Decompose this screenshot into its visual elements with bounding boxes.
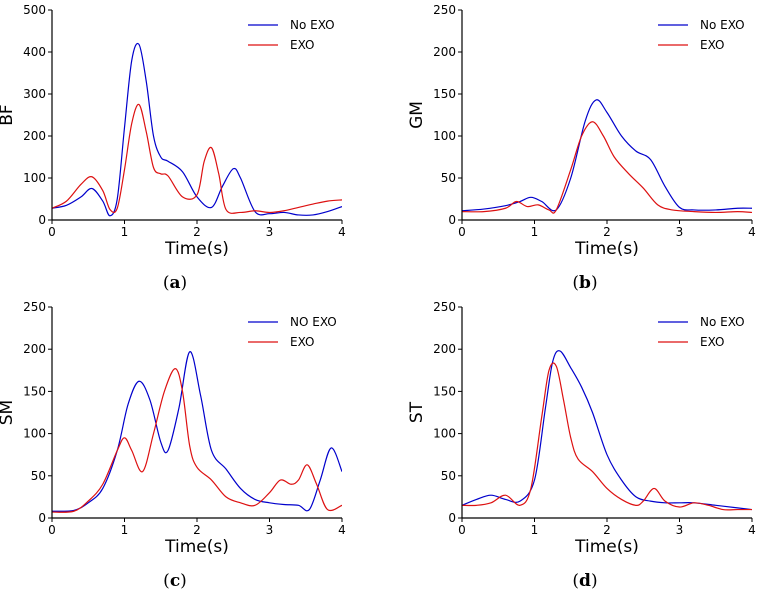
y-axis-label: BF	[0, 104, 17, 125]
panel-label: (b)	[572, 273, 597, 293]
x-axis-label: Time(s)	[574, 239, 639, 259]
x-tick-label: 2	[603, 523, 611, 537]
series-line-exo	[462, 121, 752, 214]
x-tick-label: 1	[121, 225, 129, 239]
legend-label-no-exo: No EXO	[290, 18, 335, 32]
x-tick-label: 2	[193, 225, 201, 239]
chart-panel-d: 0 1 2 3 4 0 50 100 150 200 250 Time(s) ST No EXO EXO (d…	[407, 300, 756, 591]
legend-label-exo: EXO	[290, 335, 314, 349]
legend-label-no-exo: No EXO	[700, 18, 745, 32]
y-tick-label: 0	[38, 511, 46, 525]
chart-panel-b: 0 1 2 3 4 0 50 100 150 200 250 Time(s) GM No EXO EXO (b…	[407, 3, 756, 293]
chart-panel-c: 0 1 2 3 4 0 50 100 150 200 250 Time(s) SM NO EXO EXO (c…	[0, 300, 346, 591]
y-tick-label: 0	[38, 213, 46, 227]
series-line-no-exo	[52, 351, 342, 512]
x-tick-label: 1	[531, 225, 539, 239]
y-tick-label: 500	[23, 3, 46, 17]
panel-label: (c)	[163, 571, 187, 591]
series-line-no-exo	[462, 99, 752, 212]
y-tick-label: 250	[433, 300, 456, 314]
y-tick-label: 150	[433, 384, 456, 398]
x-tick-label: 2	[193, 523, 201, 537]
x-axis-label: Time(s)	[574, 537, 639, 557]
x-axis-label: Time(s)	[164, 537, 229, 557]
x-tick-label: 0	[458, 523, 466, 537]
y-tick-label: 100	[433, 129, 456, 143]
x-tick-label: 4	[338, 225, 346, 239]
y-axis-label: SM	[0, 400, 17, 425]
x-tick-label: 4	[748, 523, 756, 537]
x-tick-label: 3	[266, 225, 274, 239]
legend-label-exo: EXO	[290, 38, 314, 52]
x-tick-label: 4	[338, 523, 346, 537]
x-tick-label: 0	[458, 225, 466, 239]
y-tick-label: 0	[448, 511, 456, 525]
legend-label-no-exo: NO EXO	[290, 315, 337, 329]
y-axis-label: ST	[407, 401, 427, 423]
y-tick-label: 200	[433, 342, 456, 356]
chart-panel-a: 0 1 2 3 4 0 100 200 300 400 500 Time(s) BF No EXO EXO (…	[0, 3, 346, 293]
y-tick-label: 100	[433, 427, 456, 441]
y-tick-label: 50	[441, 469, 456, 483]
x-axis-label: Time(s)	[164, 239, 229, 259]
y-tick-label: 300	[23, 87, 46, 101]
x-tick-label: 1	[531, 523, 539, 537]
y-tick-label: 200	[23, 129, 46, 143]
legend-label-exo: EXO	[700, 38, 724, 52]
y-axis-label: GM	[407, 101, 427, 129]
panel-label: (d)	[572, 571, 597, 591]
x-tick-label: 2	[603, 225, 611, 239]
y-tick-label: 150	[433, 87, 456, 101]
y-tick-label: 100	[23, 171, 46, 185]
y-tick-label: 250	[433, 3, 456, 17]
x-tick-label: 1	[121, 523, 129, 537]
legend-label-exo: EXO	[700, 335, 724, 349]
x-tick-label: 0	[48, 523, 56, 537]
y-tick-label: 200	[433, 45, 456, 59]
series-line-no-exo	[52, 42, 342, 217]
x-tick-label: 3	[676, 225, 684, 239]
y-tick-label: 0	[448, 213, 456, 227]
series-line-exo	[52, 368, 342, 513]
series-line-no-exo	[462, 350, 752, 511]
y-tick-label: 200	[23, 342, 46, 356]
y-tick-label: 50	[31, 469, 46, 483]
x-tick-label: 3	[676, 523, 684, 537]
panel-label: (a)	[163, 273, 187, 293]
x-tick-label: 3	[266, 523, 274, 537]
y-tick-label: 100	[23, 427, 46, 441]
series-line-exo	[52, 103, 342, 214]
y-tick-label: 250	[23, 300, 46, 314]
y-tick-label: 50	[441, 171, 456, 185]
y-tick-label: 150	[23, 384, 46, 398]
x-tick-label: 0	[48, 225, 56, 239]
legend-label-no-exo: No EXO	[700, 315, 745, 329]
y-tick-label: 400	[23, 45, 46, 59]
x-tick-label: 4	[748, 225, 756, 239]
series-line-exo	[462, 362, 752, 511]
